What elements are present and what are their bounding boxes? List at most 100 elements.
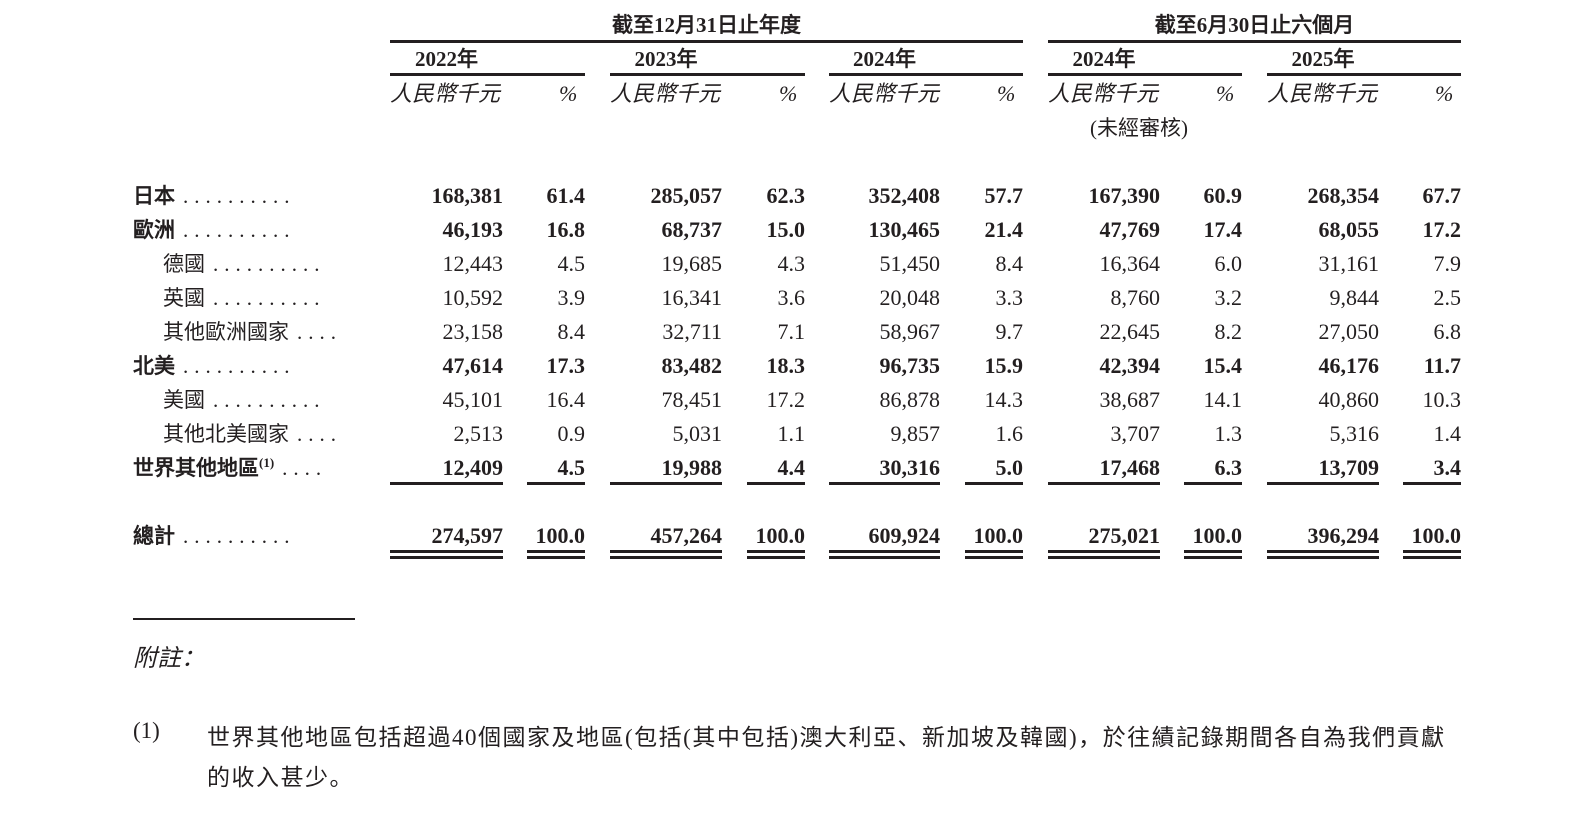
total-double-rule [829, 556, 940, 559]
note-marker: (1) [133, 718, 160, 743]
amount-cell: 19,685 [661, 251, 723, 276]
leader-dots: .......... [183, 524, 296, 548]
leader-dots: .......... [183, 218, 296, 242]
total-double-rule [610, 556, 722, 559]
amount-cell: 5,031 [672, 421, 723, 446]
percent-cell: 17.4 [1203, 217, 1243, 242]
percent-cell: 1.6 [995, 421, 1024, 446]
percent-cell: 15.4 [1203, 353, 1243, 378]
total-percent-cell: 100.0 [535, 523, 586, 548]
total-double-rule [965, 550, 1023, 553]
amount-cell: 68,737 [661, 217, 723, 242]
percent-cell: 3.9 [557, 285, 586, 310]
amount-cell: 16,341 [661, 285, 723, 310]
total-amount-cell: 275,021 [1088, 523, 1161, 548]
percent-cell: 9.7 [995, 319, 1024, 344]
row-label-text: 英國 [163, 286, 205, 310]
row-label: 世界其他地區(1).... [133, 453, 327, 483]
total-double-rule [527, 550, 585, 553]
percent-cell: 0.9 [557, 421, 586, 446]
total-label: 總計.......... [133, 521, 296, 551]
amount-cell: 5,316 [1329, 421, 1380, 446]
leader-dots: .... [297, 320, 342, 344]
row-label: 歐洲.......... [133, 215, 296, 245]
footnote-ref: (1) [259, 455, 275, 470]
unit-label: 人民幣千元 [829, 81, 940, 106]
amount-cell: 20,048 [879, 285, 941, 310]
percent-cell: 8.4 [995, 251, 1024, 276]
percent-cell: 3.2 [1214, 285, 1243, 310]
unit-label: 人民幣千元 [390, 81, 501, 106]
percent-cell: 6.0 [1214, 251, 1243, 276]
row-label: 日本.......... [133, 181, 296, 211]
percent-label: % [1216, 81, 1235, 106]
amount-cell: 12,443 [442, 251, 504, 276]
leader-dots: .... [297, 422, 342, 446]
amount-cell: 47,614 [442, 353, 504, 378]
total-percent-cell: 100.0 [973, 523, 1024, 548]
amount-cell: 9,857 [890, 421, 941, 446]
total-double-rule [527, 556, 585, 559]
amount-cell: 16,364 [1099, 251, 1161, 276]
period-header-annual: 截至12月31日止年度 [612, 13, 801, 37]
subtotal-rule [965, 482, 1023, 485]
total-double-rule [1403, 550, 1461, 553]
total-double-rule [610, 550, 722, 553]
amount-cell: 51,450 [879, 251, 941, 276]
subtotal-rule [747, 482, 805, 485]
percent-cell: 1.1 [777, 421, 806, 446]
amount-cell: 22,645 [1099, 319, 1161, 344]
percent-cell: 62.3 [766, 183, 806, 208]
percent-cell: 3.6 [777, 285, 806, 310]
period-header-interim: 截至6月30日止六個月 [1154, 13, 1355, 37]
amount-cell: 45,101 [442, 387, 504, 412]
total-percent-cell: 100.0 [755, 523, 806, 548]
amount-cell: 285,057 [650, 183, 723, 208]
percent-cell: 8.2 [1214, 319, 1243, 344]
total-double-rule [965, 556, 1023, 559]
amount-cell: 19,988 [661, 455, 723, 480]
percent-cell: 7.1 [777, 319, 806, 344]
total-double-rule [1184, 556, 1242, 559]
total-double-rule [747, 556, 805, 559]
amount-cell: 13,709 [1318, 455, 1380, 480]
row-label-text: 日本 [133, 184, 175, 208]
subtotal-rule [1184, 482, 1242, 485]
row-label: 其他歐洲國家.... [163, 317, 342, 347]
percent-cell: 1.4 [1433, 421, 1462, 446]
subtotal-rule [1048, 482, 1160, 485]
row-label-text: 世界其他地區 [133, 456, 259, 480]
percent-cell: 3.3 [995, 285, 1024, 310]
percent-cell: 3.4 [1433, 455, 1462, 480]
percent-cell: 14.3 [984, 387, 1024, 412]
unit-label: 人民幣千元 [1267, 81, 1378, 106]
total-double-rule [1048, 556, 1160, 559]
year-header: 2023年 [634, 47, 698, 71]
percent-cell: 17.2 [766, 387, 806, 412]
amount-cell: 83,482 [661, 353, 723, 378]
amount-cell: 17,468 [1099, 455, 1161, 480]
row-label-text: 其他北美國家 [163, 422, 289, 446]
amount-cell: 46,176 [1318, 353, 1380, 378]
amount-cell: 167,390 [1088, 183, 1161, 208]
year-header: 2024年 [1072, 47, 1136, 71]
notes-title: 附註： [133, 646, 205, 672]
percent-label: % [559, 81, 578, 106]
unaudited-note: (未經審核) [1090, 116, 1188, 140]
total-amount-cell: 396,294 [1307, 523, 1380, 548]
percent-cell: 7.9 [1433, 251, 1462, 276]
amount-cell: 32,711 [662, 319, 722, 344]
amount-cell: 352,408 [868, 183, 941, 208]
percent-label: % [779, 81, 798, 106]
row-label: 北美.......... [133, 351, 296, 381]
amount-cell: 23,158 [442, 319, 504, 344]
percent-cell: 16.4 [546, 387, 586, 412]
amount-cell: 3,707 [1110, 421, 1161, 446]
leader-dots: .......... [183, 354, 296, 378]
year-header: 2025年 [1291, 47, 1355, 71]
percent-cell: 11.7 [1423, 353, 1461, 378]
year-header: 2024年 [853, 47, 916, 71]
percent-cell: 16.8 [546, 217, 586, 242]
unit-label: 人民幣千元 [610, 81, 721, 106]
amount-cell: 86,878 [879, 387, 941, 412]
